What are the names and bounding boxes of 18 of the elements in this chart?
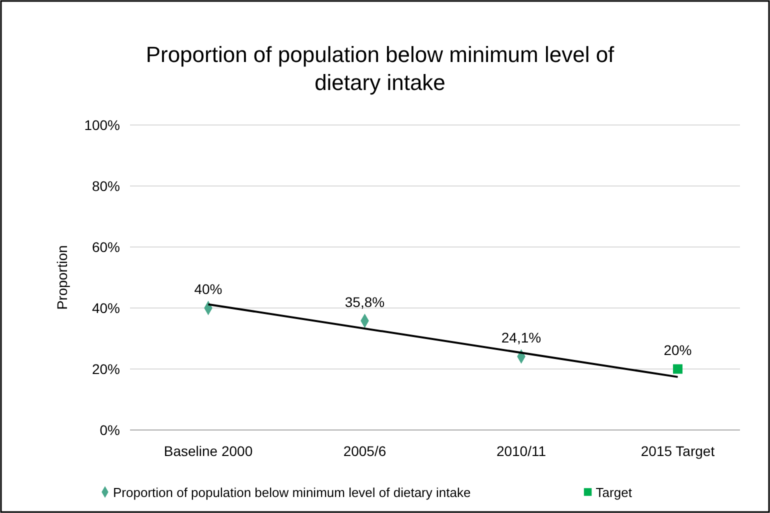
data-label: 40% [194, 281, 222, 297]
legend-label: Proportion of population below minimum level of dietary intake [113, 485, 471, 500]
x-tick-label: 2005/6 [343, 443, 386, 459]
data-label: 20% [664, 342, 692, 358]
x-tick-label: 2015 Target [640, 443, 715, 459]
chart-title: Proportion of population below minimum level of dietary intake [146, 42, 616, 95]
y-tick-label: 40% [92, 300, 120, 316]
data-label: 24,1% [501, 329, 542, 346]
x-tick-label: Baseline 2000 [164, 443, 253, 459]
y-tick-label: 60% [92, 239, 120, 255]
legend-label: Target [596, 485, 632, 500]
data-label: 35,8% [344, 294, 385, 310]
y-tick-label: 80% [92, 178, 120, 194]
x-tick-label: 2010/11 [496, 443, 546, 459]
y-tick-label: 100% [84, 117, 120, 133]
y-tick-label: 20% [92, 361, 120, 377]
y-tick-label: 0% [100, 422, 120, 438]
y-axis-title: Proportion [54, 245, 70, 310]
